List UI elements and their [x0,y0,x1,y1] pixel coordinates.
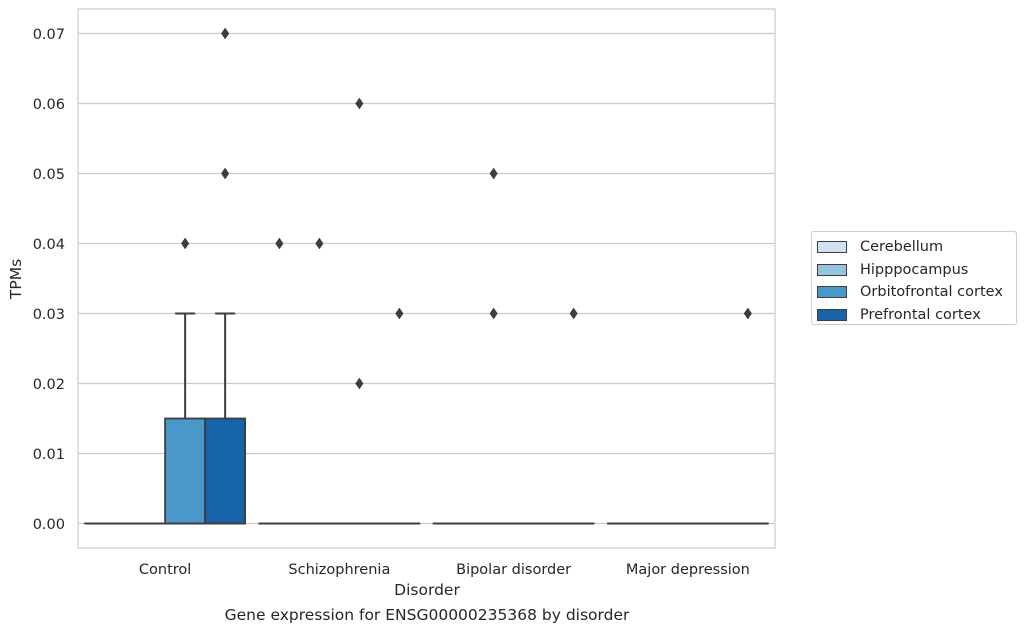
y-tick-label: 0.01 [33,447,65,463]
outlier-marks [181,27,752,390]
legend-item: Hipppocampus [817,259,1016,282]
x-tick-labels: Control Schizophrenia Bipolar disorder Majo… [139,562,750,578]
outlier-point [221,167,230,180]
y-tick-labels: 0.00 0.01 0.02 0.03 0.04 0.05 0.06 0.07 [33,27,65,533]
legend-swatch [817,286,847,299]
y-tick-label: 0.00 [33,517,65,533]
outlier-point [355,97,364,110]
legend-label: Orbitofrontal cortex [860,284,1003,301]
legend-item: Prefrontal cortex [817,304,1016,327]
outlier-point [489,167,498,180]
figure-caption: Gene expression for ENSG00000235368 by d… [224,606,630,624]
outlier-point [395,307,404,320]
outlier-point [569,307,578,320]
outlier-point [489,307,498,320]
legend-label: Hipppocampus [860,261,969,278]
legend-swatch [817,263,847,276]
y-tick-label: 0.04 [33,237,65,253]
box-prefrontal-cortex-control [204,312,247,525]
x-axis-label: Disorder [394,581,460,599]
x-tick-label: Major depression [626,562,750,578]
legend-item: Orbitofrontal cortex [817,281,1016,304]
y-tick-label: 0.06 [33,97,65,113]
legend-label: Prefrontal cortex [860,306,981,323]
x-tick-label: Bipolar disorder [456,562,571,578]
legend-swatch [817,241,847,254]
box-orbitofrontal-cortex-control [164,312,207,525]
outlier-point [221,27,230,40]
box-body [204,417,247,525]
plot-area-frame [77,8,776,549]
y-axis-label: TPMs [7,259,25,300]
y-tick-label: 0.02 [33,377,65,393]
box-marks [84,312,769,525]
legend-label: Cerebellum [860,239,944,256]
y-tick-label: 0.07 [33,27,65,43]
legend-swatch [817,308,847,321]
outlier-point [275,237,284,250]
x-tick-label: Control [139,562,191,578]
y-tick-label: 0.05 [33,167,65,183]
outlier-point [355,377,364,390]
x-tick-label: Schizophrenia [288,562,390,578]
legend-item: Cerebellum [817,236,1016,259]
outlier-point [315,237,324,250]
outlier-point [181,237,190,250]
legend: Cerebellum Hipppocampus Orbitofrontal co… [811,231,1017,325]
outlier-point [743,307,752,320]
box-body [164,417,207,525]
y-tick-label: 0.03 [33,307,65,323]
